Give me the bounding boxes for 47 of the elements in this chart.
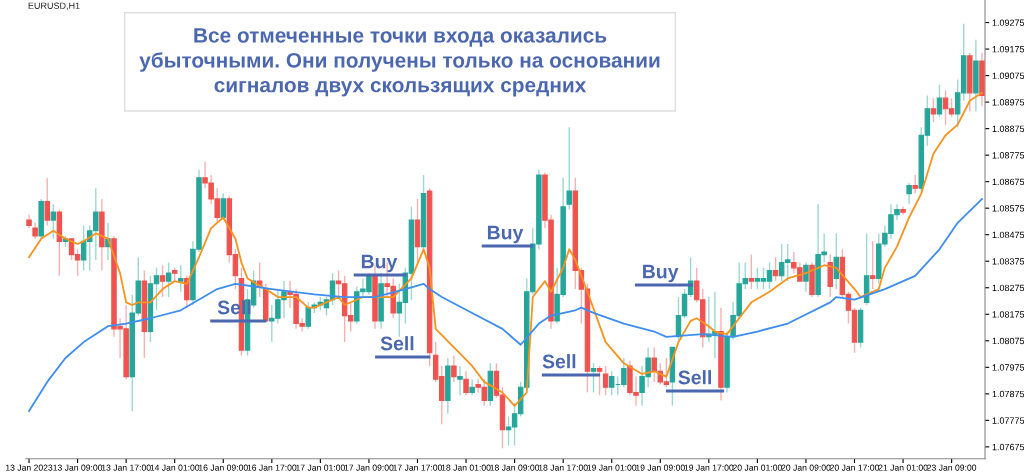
y-tick-label: 1.09075 (992, 72, 1024, 79)
line-series (28, 198, 983, 412)
y-tick-label: 1.09275 (992, 19, 1024, 26)
y-tick-label: 1.08875 (992, 125, 1024, 132)
x-tick-label: 18 Jan 17:00 (538, 464, 588, 471)
x-tick-label: 19 Jan 17:00 (684, 464, 734, 471)
y-tick-label: 1.08675 (992, 178, 1024, 186)
x-tick-label: 16 Jan 09:00 (199, 464, 248, 471)
x-tick-label: 13 Jan 2023 (5, 464, 53, 471)
y-tick-label: 1.08575 (992, 205, 1024, 212)
annotation: EURUSD,H1 (28, 2, 80, 10)
x-tick-label: 17 Jan 09:00 (344, 464, 394, 471)
x-tick-label: 13 Jan 17:00 (101, 464, 151, 471)
x-tick-label: 20 Jan 01:00 (732, 464, 782, 471)
y-tick-label: 1.08475 (992, 231, 1024, 239)
y-tick-label: 1.08775 (992, 152, 1024, 159)
x-tick-label: 17 Jan 01:00 (296, 464, 345, 471)
annotation: Buy (643, 264, 679, 283)
annotation: Sell (678, 370, 711, 385)
annotation: Buy (487, 225, 524, 244)
y-tick-label: 1.08275 (992, 284, 1024, 292)
text: Все отмеченные точки входа оказались убыточными. Они получены только на основании сигналов двух скользящих средних (139, 28, 660, 97)
y-tick-label: 1.08375 (992, 258, 1024, 265)
annotation: Sell (380, 336, 414, 351)
x-tick-label: 18 Jan 09:00 (490, 464, 540, 471)
y-tick-label: 1.09175 (992, 46, 1024, 53)
x-tick-label: 14 Jan 01:00 (150, 464, 200, 471)
y-tick-label: 1.08175 (992, 311, 1024, 318)
x-tick-label: 19 Jan 01:00 (587, 464, 637, 471)
x-tick-label: 13 Jan 09:00 (53, 464, 103, 471)
y-tick-label: 1.08075 (992, 337, 1024, 345)
x-tick-label: 23 Jan 09:00 (927, 464, 977, 471)
annotation: Sell (542, 354, 576, 369)
y-tick-label: 1.08975 (992, 99, 1024, 106)
y-tick-label: 1.07975 (992, 364, 1024, 371)
candlestick (469, 378, 475, 396)
y-tick-label: 1.07875 (992, 390, 1024, 398)
x-tick-label: 20 Jan 09:00 (781, 464, 831, 471)
x-tick-label: 19 Jan 09:00 (636, 464, 685, 471)
x-tick-label: 18 Jan 01:00 (441, 464, 491, 471)
y-tick-label: 1.07775 (992, 417, 1024, 424)
annotation: Buy (361, 254, 398, 273)
x-tick-label: 17 Jan 17:00 (393, 464, 443, 471)
x-tick-label: 21 Jan 01:00 (878, 464, 928, 471)
y-tick-label: 1.07675 (992, 443, 1024, 451)
x-tick-label: 20 Jan 17:00 (830, 464, 880, 471)
x-tick-label: 16 Jan 17:00 (247, 464, 297, 471)
